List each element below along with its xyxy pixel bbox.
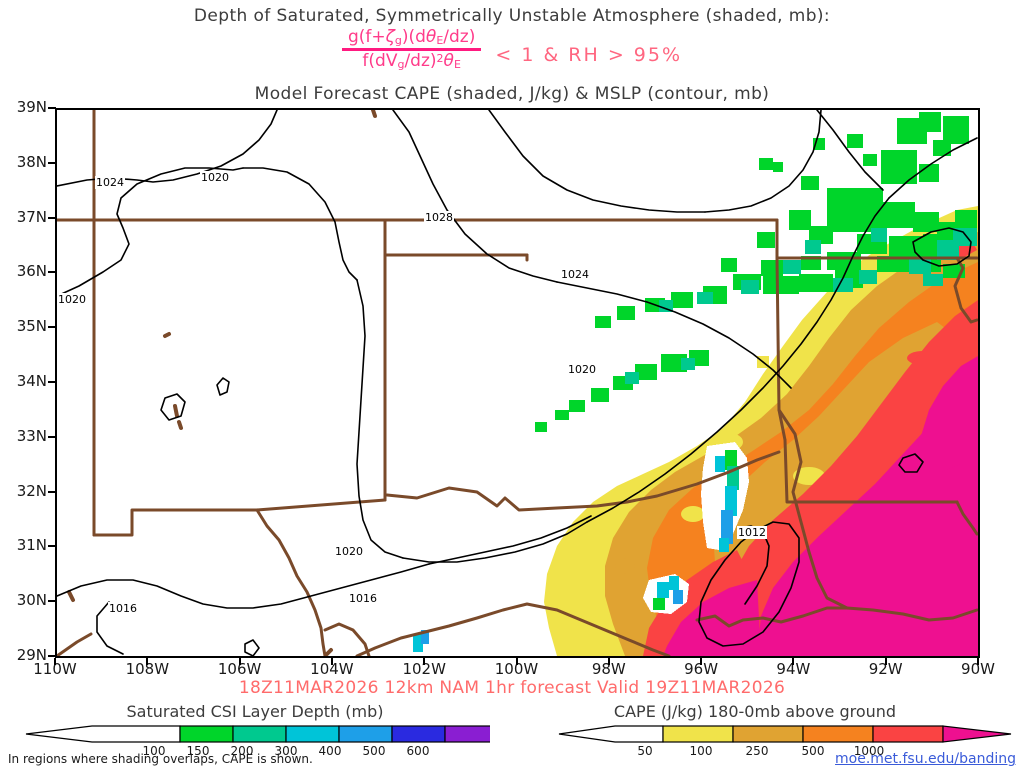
- lat-tick-mark: [48, 490, 56, 493]
- lon-tick-label: 108W: [125, 660, 170, 678]
- lon-tick-mark: [146, 658, 149, 665]
- colorbar-title-csi: Saturated CSI Layer Depth (mb): [126, 702, 384, 721]
- subtitle: Model Forecast CAPE (shaded, J/kg) & MSL…: [254, 84, 770, 104]
- lat-tick-label: 35N: [16, 317, 47, 336]
- lat-tick-mark: [48, 216, 56, 219]
- mslp-contour-label: 1020: [567, 363, 597, 376]
- colorbar-tick-label: 500: [362, 744, 386, 758]
- colorbar-cape[interactable]: [555, 722, 1015, 746]
- colorbar-tick-label: 300: [274, 744, 298, 758]
- lon-tick-mark: [792, 658, 795, 665]
- lat-tick-label: 30N: [16, 591, 47, 610]
- source-url-link[interactable]: moe.met.fsu.edu/banding: [835, 751, 1016, 767]
- mslp-contour-label: 1020: [334, 545, 364, 558]
- lon-tick-label: 110W: [33, 660, 77, 678]
- lon-tick-mark: [423, 658, 426, 665]
- lon-tick-label: 100W: [494, 660, 539, 678]
- lon-tick-mark: [54, 658, 56, 665]
- colorbar-title-cape: CAPE (J/kg) 180-0mb above ground: [613, 702, 897, 721]
- lat-tick-mark: [48, 655, 56, 657]
- formula-denominator: f(dVg/dz)2θE: [362, 51, 461, 72]
- colorbar-tick-label: 400: [318, 744, 342, 758]
- lon-tick-label: 92W: [868, 660, 903, 678]
- page-title: Depth of Saturated, Symmetrically Unstab…: [193, 6, 831, 26]
- mslp-contour-label: 1028: [424, 211, 454, 224]
- forecast-valid-line: 18Z11MAR2026 12km NAM 1hr forecast Valid…: [238, 678, 786, 698]
- lon-tick-label: 102W: [402, 660, 446, 678]
- lon-tick-mark: [977, 658, 979, 665]
- lon-tick-label: 106W: [217, 660, 262, 678]
- lat-tick-label: 36N: [16, 262, 47, 281]
- lat-tick-label: 39N: [16, 98, 47, 116]
- lon-tick-label: 96W: [684, 660, 719, 678]
- lon-tick-mark: [515, 658, 518, 665]
- lat-tick-mark: [48, 326, 56, 329]
- formula-condition: < 1 & RH > 95%: [495, 43, 683, 66]
- colorbar-tick-label: 1000: [853, 744, 885, 758]
- colorbar-csi-swatches: [25, 725, 490, 743]
- colorbar-tick-label: 200: [230, 744, 254, 758]
- lat-tick-label: 38N: [16, 152, 47, 171]
- title-block: Depth of Saturated, Symmetrically Unstab…: [0, 0, 1024, 104]
- colorbar-tick-label: 50: [637, 744, 653, 758]
- lat-tick-label: 32N: [16, 481, 47, 500]
- colorbar-tick-label: 100: [142, 744, 166, 758]
- lon-tick-mark: [884, 658, 887, 665]
- colorbar-tick-label: 100: [689, 744, 713, 758]
- lon-tick-mark: [330, 658, 333, 665]
- lon-tick-label: 90W: [961, 660, 995, 678]
- lat-tick-mark: [48, 107, 56, 109]
- lat-tick-mark: [48, 600, 56, 603]
- lat-tick-label: 34N: [16, 372, 47, 390]
- mslp-contour-label: 1020: [200, 171, 230, 184]
- colorbar-cape-swatches: [558, 725, 1012, 743]
- fraction-bar: [341, 48, 482, 52]
- formula-block: g(f+ζg)(dθE/dz) f(dVg/dz)2θE < 1 & RH > …: [0, 27, 1024, 72]
- colorbar-csi[interactable]: [20, 722, 490, 746]
- lon-tick-label: 94W: [776, 660, 811, 678]
- mslp-contour-label: 1024: [560, 268, 590, 281]
- formula-numerator: g(f+ζg)(dθE/dz): [347, 27, 476, 47]
- overlap-footnote: In regions where shading overlaps, CAPE …: [8, 752, 313, 766]
- lat-tick-mark: [48, 381, 56, 383]
- lon-tick-mark: [238, 658, 241, 665]
- lat-tick-mark: [48, 161, 56, 164]
- lon-tick-label: 98W: [591, 660, 626, 678]
- colorbar-tick-label: 500: [801, 744, 825, 758]
- mslp-contour-label: 1016: [108, 602, 138, 615]
- lat-tick-mark: [48, 545, 56, 548]
- mslp-contour-label: 1020: [57, 293, 87, 306]
- lat-tick-label: 33N: [16, 426, 47, 445]
- lat-tick-mark: [48, 271, 56, 274]
- map-canvas: [57, 110, 978, 656]
- lat-tick-mark: [48, 435, 56, 438]
- lon-tick-label: 104W: [310, 660, 354, 678]
- lat-tick-label: 29N: [16, 646, 47, 664]
- lat-tick-label: 31N: [16, 536, 47, 555]
- mslp-contour-label: 1024: [95, 176, 125, 189]
- mslp-contour-label: 1016: [348, 592, 378, 605]
- colorbar-tick-label: 600: [406, 744, 430, 758]
- lon-tick-mark: [607, 658, 610, 665]
- lat-tick-label: 37N: [16, 207, 47, 226]
- formula-fraction: g(f+ζg)(dθE/dz) f(dVg/dz)2θE: [341, 27, 482, 72]
- map-plot-area[interactable]: [55, 108, 980, 658]
- colorbar-tick-label: 150: [186, 744, 210, 758]
- mslp-contour-label: 1012: [737, 526, 767, 539]
- colorbar-tick-label: 250: [745, 744, 769, 758]
- lon-tick-mark: [700, 658, 703, 665]
